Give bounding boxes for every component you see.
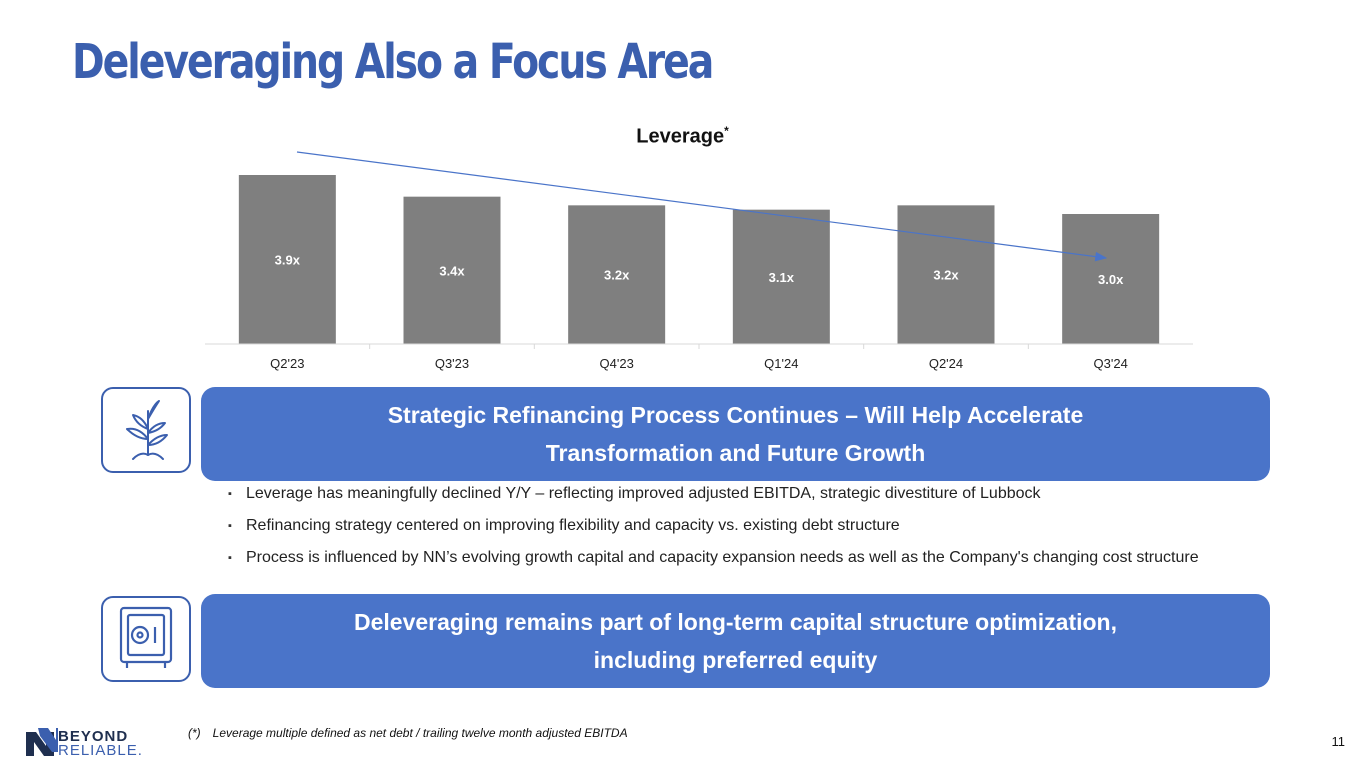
data-label: 3.9x: [275, 253, 301, 268]
x-tick-label: Q1'24: [764, 356, 798, 371]
trend-arrow: [296, 151, 1108, 262]
bullet-list: Leverage has meaningfully declined Y/Y –…: [228, 484, 1268, 580]
x-tick-label: Q3'24: [1094, 356, 1128, 371]
data-label: 3.1x: [769, 270, 795, 285]
deleveraging-banner-line2: including preferred equity: [593, 647, 878, 673]
leverage-bar-chart: 3.9x 3.4x 3.2x 3.1x 3.2x 3.0x Q2'23 Q3'23 Q4'23…: [205, 151, 1193, 371]
data-label: 3.2x: [933, 268, 959, 283]
deleveraging-banner-line1: Deleveraging remains part of long-term c…: [354, 609, 1117, 635]
logo-word-beyond: BEYOND: [58, 728, 129, 745]
chart-title: Leverage*: [636, 124, 729, 148]
data-label: 3.0x: [1098, 272, 1124, 287]
bar-Q2'23: [238, 175, 336, 344]
bar-Q1'24: [732, 209, 830, 344]
refinancing-banner-line2: Transformation and Future Growth: [545, 440, 926, 466]
bar-Q4'23: [568, 205, 666, 344]
deleveraging-banner: Deleveraging remains part of long-term c…: [201, 594, 1270, 688]
x-tick-label: Q2'24: [929, 356, 963, 371]
bar-Q2'24: [897, 205, 995, 344]
safe-icon: [101, 596, 191, 682]
bar-Q3'23: [403, 196, 501, 344]
x-tick-label: Q4'23: [600, 356, 634, 371]
footnote: (*) Leverage multiple defined as net debt…: [188, 726, 628, 740]
refinancing-banner: Strategic Refinancing Process Continues …: [201, 387, 1270, 481]
data-label: 3.4x: [439, 263, 465, 278]
x-tick-label: Q2'23: [270, 356, 304, 371]
refinancing-banner-line1: Strategic Refinancing Process Continues …: [387, 402, 1084, 428]
data-label: 3.2x: [604, 268, 630, 283]
plant-icon: [101, 387, 191, 473]
page-title: Deleveraging Also a Focus Area: [72, 34, 714, 90]
bullet-item: Process is influenced by NN’s evolving g…: [228, 548, 1268, 568]
x-tick-label: Q3'23: [435, 356, 469, 371]
bullet-item: Refinancing strategy centered on improvi…: [228, 516, 1268, 536]
logo-word-reliable: RELIABLE.: [58, 742, 143, 759]
page-number: 11: [1331, 734, 1346, 749]
beyond-reliable-logo: [26, 728, 58, 756]
bullet-item: Leverage has meaningfully declined Y/Y –…: [228, 484, 1268, 504]
bar-Q3'24: [1062, 214, 1160, 344]
